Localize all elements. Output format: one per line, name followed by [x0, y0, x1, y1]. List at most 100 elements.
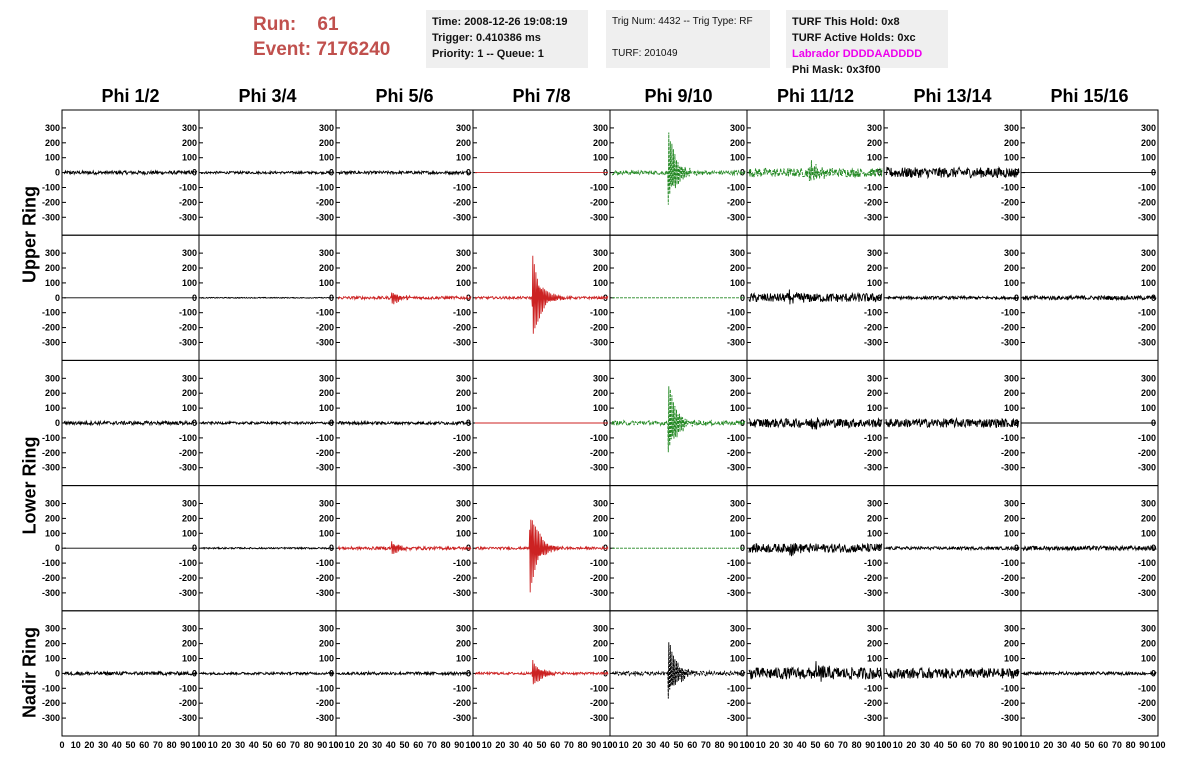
y-tick-label: -200 [179, 698, 197, 708]
column-header: Phi 15/16 [1050, 86, 1129, 106]
y-tick-label: -200 [864, 573, 882, 583]
y-tick-label: 100 [182, 528, 197, 538]
y-tick-label: -200 [316, 323, 334, 333]
y-tick-label: 100 [319, 278, 334, 288]
trig-info-box: Trig Num: 4432 -- Trig Type: RF TURF: 20… [606, 10, 770, 68]
x-tick-label: 20 [221, 740, 231, 750]
y-tick-label: 200 [1141, 138, 1156, 148]
y-tick-label: 100 [1004, 278, 1019, 288]
y-tick-label: -100 [316, 182, 334, 192]
y-tick-label: -100 [1001, 182, 1019, 192]
y-tick-label: -100 [42, 433, 60, 443]
y-tick-label: 100 [593, 654, 608, 664]
y-tick-label: 300 [1141, 499, 1156, 509]
y-tick-label: -300 [1001, 713, 1019, 723]
y-tick-label: 100 [730, 153, 745, 163]
y-tick-label: 300 [593, 373, 608, 383]
x-tick-label: 100 [739, 740, 754, 750]
x-tick-label: 20 [906, 740, 916, 750]
y-tick-label: 0 [55, 418, 60, 428]
y-tick-label: -300 [453, 713, 471, 723]
y-tick-label: -200 [179, 573, 197, 583]
y-tick-label: 300 [730, 373, 745, 383]
y-tick-label: -200 [179, 323, 197, 333]
y-tick-label: -200 [453, 448, 471, 458]
y-tick-label: -100 [1001, 308, 1019, 318]
waveform-line [885, 294, 1020, 301]
y-tick-label: 300 [182, 624, 197, 634]
y-tick-label: -100 [864, 558, 882, 568]
y-tick-label: 300 [319, 499, 334, 509]
y-tick-label: -100 [453, 683, 471, 693]
y-tick-label: -200 [1001, 448, 1019, 458]
y-tick-label: 300 [1004, 499, 1019, 509]
column-header: Phi 1/2 [101, 86, 160, 106]
y-tick-label: 200 [319, 513, 334, 523]
y-tick-label: -100 [179, 182, 197, 192]
y-tick-label: 100 [730, 528, 745, 538]
y-tick-label: -200 [727, 698, 745, 708]
y-tick-label: 100 [867, 278, 882, 288]
x-tick-label: 90 [180, 740, 190, 750]
y-tick-label: -200 [316, 197, 334, 207]
y-tick-label: 200 [867, 138, 882, 148]
y-tick-label: -100 [1138, 308, 1156, 318]
y-tick-label: 200 [456, 388, 471, 398]
y-tick-label: -200 [590, 448, 608, 458]
y-tick-label: 0 [740, 418, 745, 428]
y-tick-label: -300 [1001, 337, 1019, 347]
y-tick-label: -300 [42, 212, 60, 222]
y-tick-label: 300 [1141, 123, 1156, 133]
x-tick-label: 0 [333, 740, 338, 750]
turf-text: TURF: 201049 [612, 48, 678, 59]
y-tick-label: 100 [730, 403, 745, 413]
trig-num-text: Trig Num: 4432 -- Trig Type: RF [612, 16, 753, 27]
y-tick-label: -200 [727, 197, 745, 207]
y-tick-label: -200 [42, 698, 60, 708]
y-tick-label: 300 [319, 123, 334, 133]
y-tick-label: 100 [1141, 403, 1156, 413]
y-tick-label: -100 [453, 433, 471, 443]
waveform-line [200, 169, 335, 176]
y-tick-label: 100 [1004, 153, 1019, 163]
x-tick-label: 30 [98, 740, 108, 750]
turf-hold-text: TURF This Hold: 0x8 [792, 16, 900, 28]
x-tick-label: 50 [810, 740, 820, 750]
y-tick-label: 100 [45, 403, 60, 413]
x-tick-label: 30 [372, 740, 382, 750]
column-header: Phi 7/8 [512, 86, 571, 106]
x-tick-label: 20 [769, 740, 779, 750]
y-tick-label: -100 [316, 558, 334, 568]
y-tick-label: -300 [1001, 212, 1019, 222]
y-tick-label: -100 [42, 308, 60, 318]
y-tick-label: 100 [456, 403, 471, 413]
x-tick-label: 10 [208, 740, 218, 750]
y-tick-label: 200 [1141, 639, 1156, 649]
waveform-line [337, 541, 472, 554]
y-tick-label: -100 [864, 683, 882, 693]
y-tick-label: -100 [590, 433, 608, 443]
waveform-line [63, 670, 198, 677]
x-tick-label: 10 [893, 740, 903, 750]
y-tick-label: -100 [1001, 683, 1019, 693]
y-tick-label: -300 [179, 337, 197, 347]
y-tick-label: -300 [1138, 463, 1156, 473]
x-tick-label: 0 [196, 740, 201, 750]
turf-active-text: TURF Active Holds: 0xc [792, 32, 916, 44]
y-tick-label: 100 [45, 153, 60, 163]
y-tick-label: -200 [453, 323, 471, 333]
column-header: Phi 9/10 [644, 86, 713, 106]
y-tick-label: -200 [1138, 698, 1156, 708]
y-tick-label: -300 [179, 588, 197, 598]
y-tick-label: -300 [864, 588, 882, 598]
waveform-line [885, 545, 1020, 552]
phi-mask-text: Phi Mask: 0x3f00 [792, 64, 881, 76]
waveform-line [1022, 544, 1157, 552]
y-tick-label: -300 [864, 713, 882, 723]
waveform-line [337, 292, 472, 305]
y-tick-label: -200 [1138, 448, 1156, 458]
y-tick-label: 300 [730, 624, 745, 634]
y-tick-label: -200 [453, 698, 471, 708]
y-tick-label: -200 [1138, 323, 1156, 333]
